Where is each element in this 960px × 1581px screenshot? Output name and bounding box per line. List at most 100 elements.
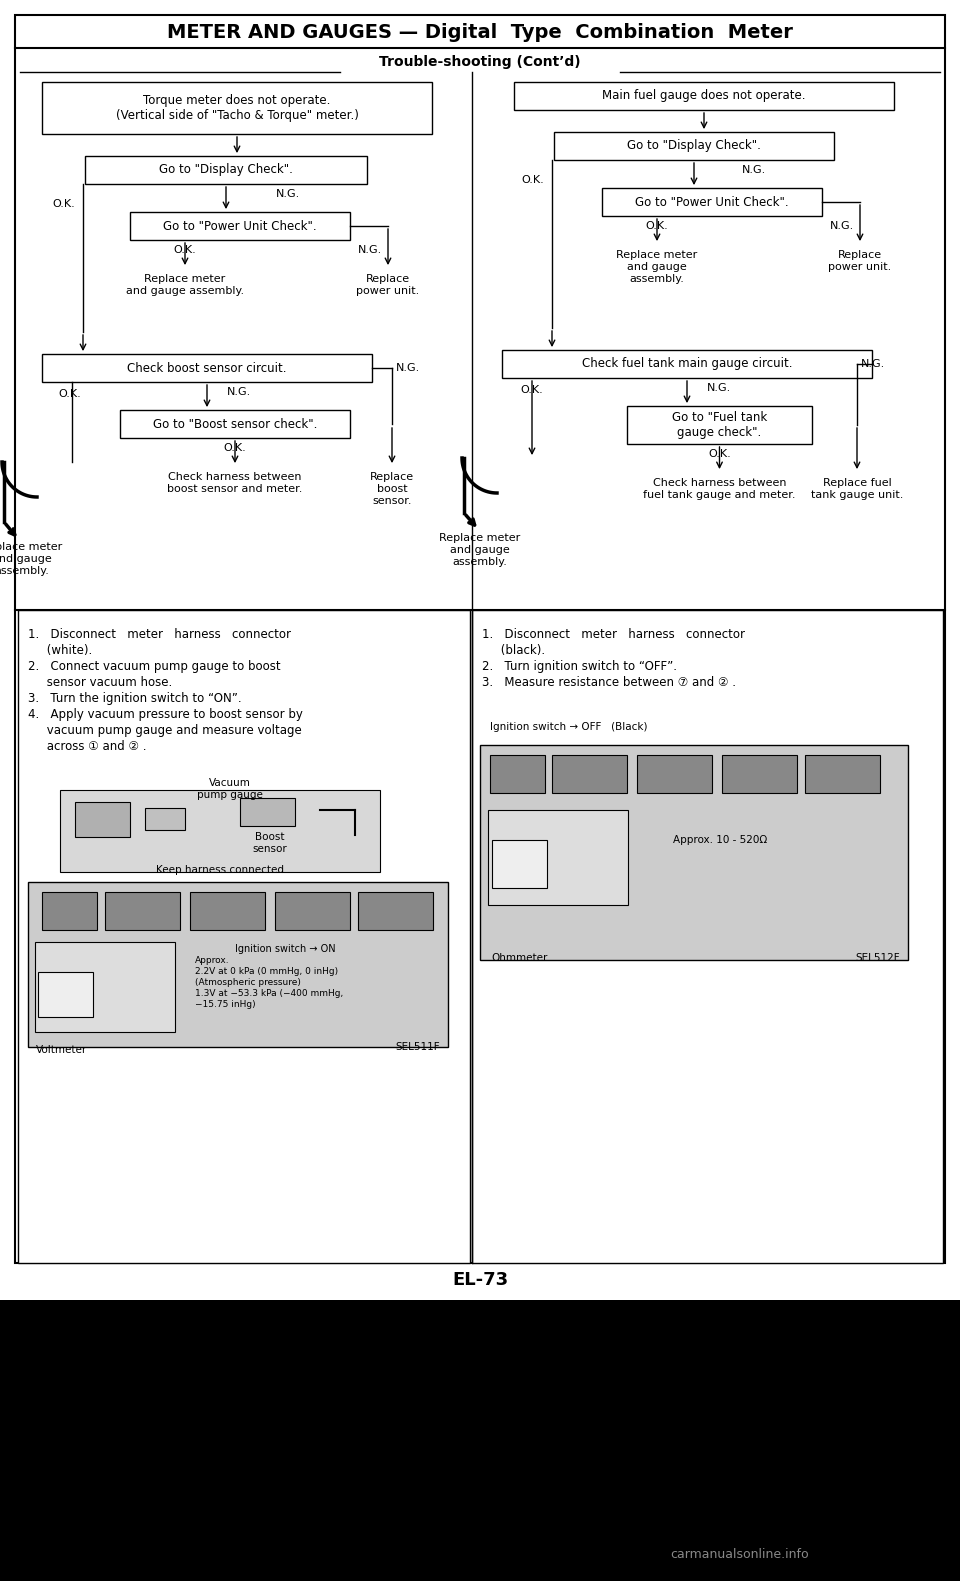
Text: N.G.: N.G. <box>358 245 382 255</box>
Text: N.G.: N.G. <box>830 221 854 231</box>
Bar <box>60 790 380 873</box>
Text: Ohmmeter: Ohmmeter <box>492 953 548 963</box>
Bar <box>240 798 295 825</box>
Bar <box>627 406 812 444</box>
Text: Trouble-shooting (Cont’d): Trouble-shooting (Cont’d) <box>379 55 581 70</box>
Text: 2.   Turn ignition switch to “OFF”.: 2. Turn ignition switch to “OFF”. <box>482 659 677 674</box>
Bar <box>488 809 628 904</box>
Text: carmanualsonline.info: carmanualsonline.info <box>671 1548 809 1562</box>
Text: and gauge: and gauge <box>450 545 510 555</box>
Text: N.G.: N.G. <box>707 383 732 394</box>
Text: and gauge assembly.: and gauge assembly. <box>126 286 244 296</box>
Bar <box>0 1300 960 1581</box>
Text: 2.   Connect vacuum pump gauge to boost: 2. Connect vacuum pump gauge to boost <box>28 659 280 674</box>
Bar <box>358 892 433 930</box>
Text: Approx.: Approx. <box>195 957 229 964</box>
Text: sensor vacuum hose.: sensor vacuum hose. <box>28 677 172 689</box>
Text: Replace meter: Replace meter <box>144 274 226 285</box>
Text: N.G.: N.G. <box>742 164 766 175</box>
Text: Replace meter: Replace meter <box>616 250 698 259</box>
Bar <box>42 354 372 383</box>
Bar <box>28 882 448 1047</box>
Text: and gauge: and gauge <box>627 262 686 272</box>
Bar <box>637 756 712 794</box>
Text: Main fuel gauge does not operate.: Main fuel gauge does not operate. <box>602 90 805 103</box>
Text: N.G.: N.G. <box>861 359 885 368</box>
Bar <box>490 756 545 794</box>
Text: Check harness between: Check harness between <box>653 477 786 489</box>
Text: Ignition switch → ON: Ignition switch → ON <box>235 944 336 953</box>
Bar <box>120 409 350 438</box>
Text: across ① and ② .: across ① and ② . <box>28 740 147 753</box>
Text: Replace fuel: Replace fuel <box>823 477 892 489</box>
Text: 2.2V at 0 kPa (0 mmHg, 0 inHg): 2.2V at 0 kPa (0 mmHg, 0 inHg) <box>195 968 338 975</box>
Bar <box>105 892 180 930</box>
Text: O.K.: O.K. <box>52 199 75 209</box>
Text: N.G.: N.G. <box>276 190 300 199</box>
Text: assembly.: assembly. <box>630 274 684 285</box>
Text: Go to "Display Check".: Go to "Display Check". <box>627 139 761 152</box>
Text: fuel tank gauge and meter.: fuel tank gauge and meter. <box>643 490 796 500</box>
Text: Check harness between: Check harness between <box>168 473 301 482</box>
Text: 1.   Disconnect   meter   harness   connector: 1. Disconnect meter harness connector <box>28 628 291 640</box>
Text: Go to "Boost sensor check".: Go to "Boost sensor check". <box>153 417 317 430</box>
Text: N.G.: N.G. <box>396 364 420 373</box>
Text: power unit.: power unit. <box>828 262 892 272</box>
Text: SEL512F: SEL512F <box>855 953 900 963</box>
Text: Go to "Fuel tank
gauge check".: Go to "Fuel tank gauge check". <box>672 411 767 440</box>
Text: (Atmospheric pressure): (Atmospheric pressure) <box>195 979 300 987</box>
Text: Go to "Power Unit Check".: Go to "Power Unit Check". <box>636 196 789 209</box>
Text: N.G.: N.G. <box>227 387 252 397</box>
Bar <box>75 802 130 836</box>
Bar <box>42 892 97 930</box>
Text: Check boost sensor circuit.: Check boost sensor circuit. <box>128 362 287 375</box>
Text: Boost
sensor: Boost sensor <box>252 832 287 854</box>
Text: Voltmeter: Voltmeter <box>36 1045 87 1055</box>
Bar <box>18 610 470 1263</box>
Text: Replace: Replace <box>366 274 410 285</box>
Text: Replace: Replace <box>838 250 882 259</box>
Text: Replace: Replace <box>370 473 414 482</box>
Text: Ignition switch → OFF   (Black): Ignition switch → OFF (Black) <box>490 723 647 732</box>
Text: vacuum pump gauge and measure voltage: vacuum pump gauge and measure voltage <box>28 724 301 737</box>
Text: Go to "Display Check".: Go to "Display Check". <box>159 163 293 177</box>
Text: Replace meter: Replace meter <box>0 542 62 552</box>
Text: assembly.: assembly. <box>0 566 49 575</box>
Text: Approx. 10 - 520Ω: Approx. 10 - 520Ω <box>673 835 767 844</box>
Bar <box>602 188 822 217</box>
Bar <box>492 840 547 889</box>
Text: boost: boost <box>376 484 407 493</box>
Text: O.K.: O.K. <box>521 175 544 185</box>
Text: 1.3V at −53.3 kPa (−400 mmHg,: 1.3V at −53.3 kPa (−400 mmHg, <box>195 990 344 998</box>
Text: assembly.: assembly. <box>452 557 508 568</box>
Bar <box>552 756 627 794</box>
Bar <box>480 745 908 960</box>
Bar <box>130 212 350 240</box>
Text: Replace meter: Replace meter <box>440 533 520 542</box>
Bar <box>502 349 872 378</box>
Bar <box>275 892 350 930</box>
Text: Check fuel tank main gauge circuit.: Check fuel tank main gauge circuit. <box>582 357 792 370</box>
Bar <box>514 82 894 111</box>
Text: Keep harness connected: Keep harness connected <box>156 865 284 874</box>
Text: O.K.: O.K. <box>174 245 197 255</box>
Text: Torque meter does not operate.
(Vertical side of "Tacho & Torque" meter.): Torque meter does not operate. (Vertical… <box>115 93 358 122</box>
Text: tank gauge unit.: tank gauge unit. <box>811 490 903 500</box>
Text: Vacuum
pump gauge: Vacuum pump gauge <box>197 778 263 800</box>
Bar <box>35 942 175 1032</box>
Bar <box>15 14 945 1263</box>
Bar <box>145 808 185 830</box>
Text: power unit.: power unit. <box>356 286 420 296</box>
Text: boost sensor and meter.: boost sensor and meter. <box>167 484 302 493</box>
Bar <box>42 82 432 134</box>
Text: O.K.: O.K. <box>708 449 731 458</box>
Text: −15.75 inHg): −15.75 inHg) <box>195 1001 255 1009</box>
Bar <box>472 610 943 1263</box>
Bar <box>85 157 367 183</box>
Text: METER AND GAUGES — Digital  Type  Combination  Meter: METER AND GAUGES — Digital Type Combinat… <box>167 24 793 43</box>
Text: (white).: (white). <box>28 643 92 658</box>
Text: O.K.: O.K. <box>520 386 543 395</box>
Text: O.K.: O.K. <box>224 443 247 454</box>
Text: 4.   Apply vacuum pressure to boost sensor by: 4. Apply vacuum pressure to boost sensor… <box>28 708 302 721</box>
Text: Go to "Power Unit Check".: Go to "Power Unit Check". <box>163 220 317 232</box>
